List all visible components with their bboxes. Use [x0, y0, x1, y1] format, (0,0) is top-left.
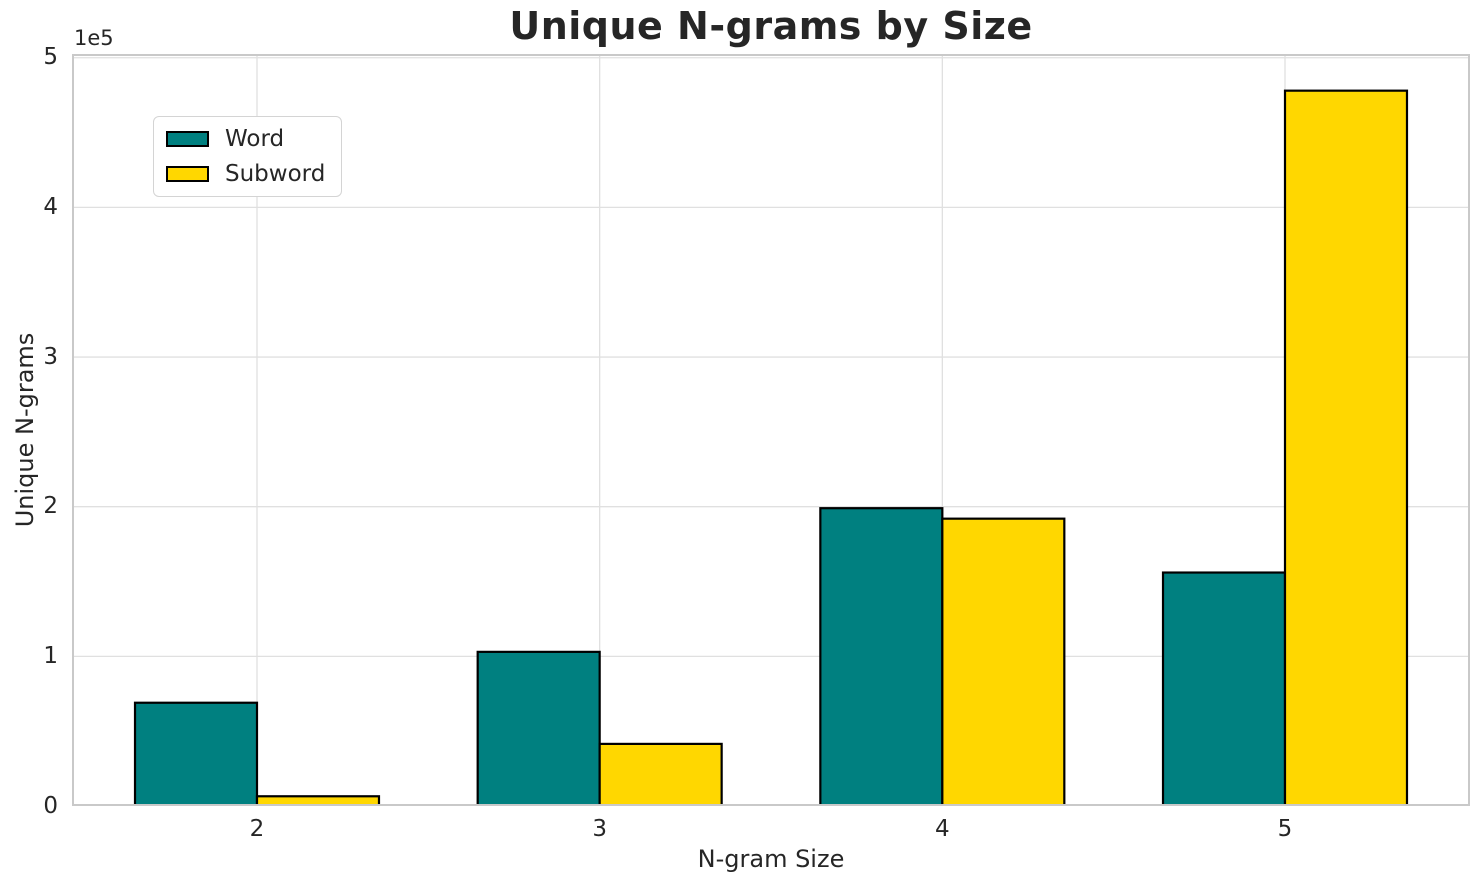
- legend: Word Subword: [153, 116, 343, 197]
- bar-subword-ngram-3: [598, 742, 723, 806]
- legend-swatch-word: [166, 131, 209, 147]
- legend-label-subword: Subword: [225, 161, 326, 187]
- legend-label-word: Word: [225, 126, 285, 152]
- y-axis-offset-text: 1e5: [74, 26, 114, 50]
- y-tick-label: 3: [43, 343, 58, 370]
- x-tick-label: 3: [592, 816, 607, 842]
- bar-subword-ngram-2: [255, 795, 381, 806]
- legend-swatch-subword: [166, 166, 209, 182]
- y-tick-label: 2: [43, 493, 58, 520]
- legend-item-subword: Subword: [166, 161, 325, 187]
- x-tick-label: 2: [249, 816, 265, 842]
- bar-word-ngram-4: [819, 507, 944, 806]
- bar-chart-canvas: [72, 54, 1470, 806]
- chart-title: Unique N-grams by Size: [509, 4, 1033, 48]
- plot-area: Word Subword: [72, 54, 1470, 806]
- y-tick-label: 1: [43, 642, 58, 669]
- x-tick-label: 5: [1277, 816, 1293, 842]
- bar-subword-ngram-5: [1283, 89, 1409, 806]
- bar-word-ngram-2: [133, 701, 259, 806]
- bar-subword-ngram-4: [941, 517, 1066, 806]
- axes-spines: [72, 54, 1470, 806]
- y-tick-label: 0: [43, 792, 58, 819]
- bar-word-ngram-5: [1161, 571, 1287, 806]
- x-axis-label: N-gram Size: [697, 845, 845, 873]
- y-tick-label: 5: [43, 44, 58, 71]
- bar-word-ngram-3: [476, 650, 601, 806]
- legend-item-word: Word: [166, 126, 325, 152]
- x-tick-label: 4: [935, 816, 950, 842]
- y-tick-label: 4: [43, 193, 58, 220]
